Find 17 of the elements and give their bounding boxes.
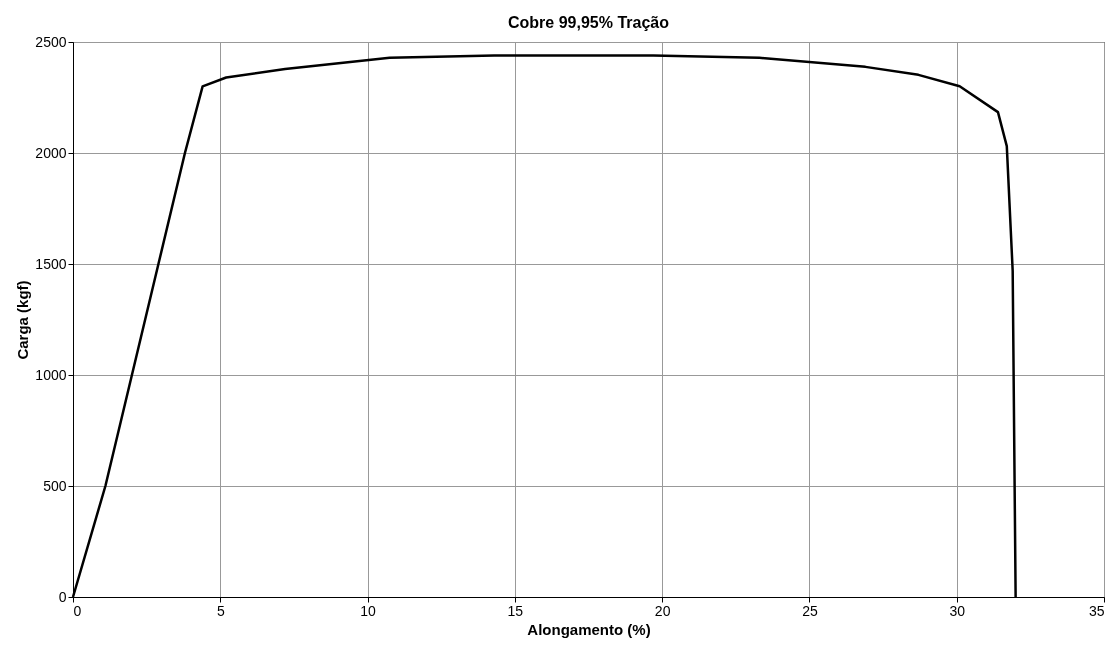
y-tick-label: 2500 [35,33,67,50]
y-tick-label: 500 [43,477,67,494]
x-tick-label: 15 [507,602,524,619]
x-axis-title: Alongamento (%) [527,620,651,638]
y-tick-label: 1500 [35,255,67,272]
x-tick-label: 30 [949,602,966,619]
y-tick-label: 0 [58,588,67,605]
y-axis-title: Carga (kgf) [14,280,32,360]
y-tick-label: 1000 [35,366,67,383]
x-tick-label: 5 [216,602,225,619]
x-tick-label: 10 [360,602,377,619]
chart-title: Cobre 99,95% Tração [508,14,670,31]
x-tick-label: 0 [73,602,82,619]
y-tick-label: 2000 [35,144,67,161]
x-tick-label: 25 [802,602,818,619]
x-tick-label: 35 [1088,602,1105,619]
x-tick-label: 20 [654,602,671,619]
